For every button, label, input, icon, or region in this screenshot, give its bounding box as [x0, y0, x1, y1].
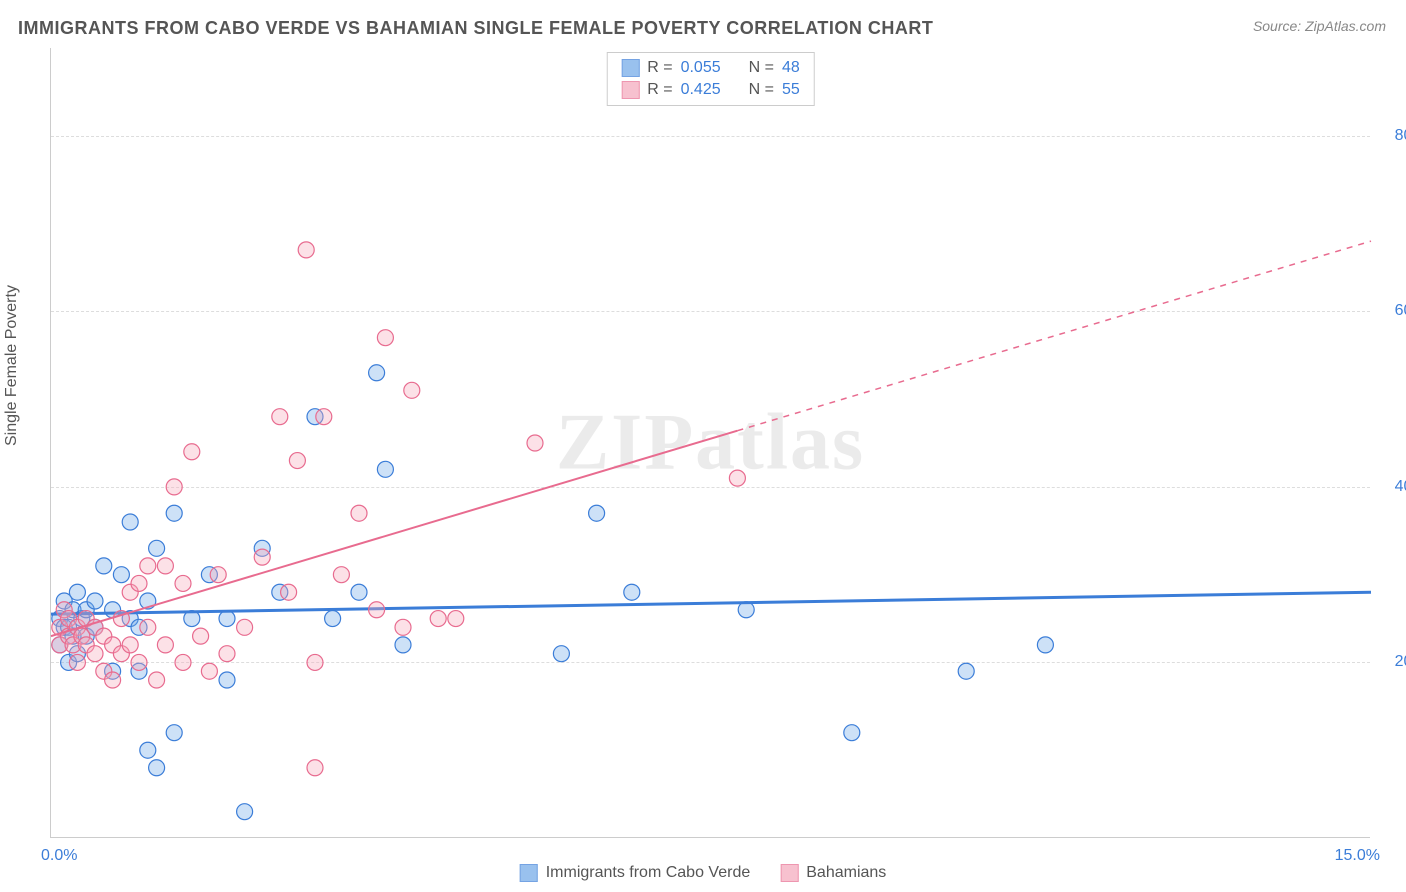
- r-label: R =: [647, 81, 672, 99]
- data-point: [157, 558, 173, 574]
- data-point: [140, 742, 156, 758]
- n-value-bahamians: 55: [782, 81, 800, 99]
- data-point: [87, 646, 103, 662]
- data-point: [175, 575, 191, 591]
- data-point: [289, 453, 305, 469]
- data-point: [307, 654, 323, 670]
- data-point: [254, 549, 270, 565]
- correlation-legend: R = 0.055 N = 48 R = 0.425 N = 55: [606, 52, 815, 106]
- data-point: [369, 365, 385, 381]
- data-point: [131, 654, 147, 670]
- y-tick-label: 40.0%: [1380, 478, 1406, 496]
- data-point: [369, 602, 385, 618]
- y-tick-label: 80.0%: [1380, 127, 1406, 145]
- x-tick-min: 0.0%: [41, 847, 77, 865]
- data-point: [395, 619, 411, 635]
- data-point: [157, 637, 173, 653]
- data-point: [69, 654, 85, 670]
- data-point: [131, 575, 147, 591]
- data-point: [729, 470, 745, 486]
- data-point: [430, 611, 446, 627]
- data-point: [395, 637, 411, 653]
- data-point: [122, 637, 138, 653]
- source-label: Source:: [1253, 18, 1305, 34]
- y-tick-label: 20.0%: [1380, 653, 1406, 671]
- y-axis-label: Single Female Poverty: [3, 285, 21, 446]
- legend-item-cabo-verde: Immigrants from Cabo Verde: [520, 864, 751, 882]
- data-point: [844, 725, 860, 741]
- legend-label-cabo-verde: Immigrants from Cabo Verde: [546, 864, 751, 882]
- data-point: [298, 242, 314, 258]
- data-point: [553, 646, 569, 662]
- scatter-svg: [51, 48, 1370, 837]
- plot-area: ZIPatlas R = 0.055 N = 48 R = 0.425 N = …: [50, 48, 1370, 838]
- data-point: [201, 663, 217, 679]
- data-point: [624, 584, 640, 600]
- data-point: [87, 593, 103, 609]
- swatch-bahamians: [621, 81, 639, 99]
- data-point: [140, 619, 156, 635]
- data-point: [527, 435, 543, 451]
- data-point: [272, 409, 288, 425]
- data-point: [1037, 637, 1053, 653]
- data-point: [377, 461, 393, 477]
- data-point: [175, 654, 191, 670]
- data-point: [69, 584, 85, 600]
- data-point: [377, 330, 393, 346]
- data-point: [958, 663, 974, 679]
- source-attribution: Source: ZipAtlas.com: [1253, 18, 1386, 34]
- data-point: [589, 505, 605, 521]
- legend-item-bahamians: Bahamians: [780, 864, 886, 882]
- trend-line-dashed: [737, 241, 1371, 431]
- data-point: [113, 567, 129, 583]
- y-tick-label: 60.0%: [1380, 302, 1406, 320]
- legend-row-bahamians: R = 0.425 N = 55: [621, 79, 800, 101]
- data-point: [166, 505, 182, 521]
- x-tick-max: 15.0%: [1335, 847, 1380, 865]
- data-point: [96, 558, 112, 574]
- data-point: [237, 804, 253, 820]
- data-point: [193, 628, 209, 644]
- data-point: [149, 760, 165, 776]
- data-point: [219, 646, 235, 662]
- data-point: [404, 382, 420, 398]
- data-point: [351, 505, 367, 521]
- swatch-bahamians-icon: [780, 864, 798, 882]
- swatch-cabo-verde-icon: [520, 864, 538, 882]
- data-point: [219, 672, 235, 688]
- data-point: [316, 409, 332, 425]
- data-point: [166, 725, 182, 741]
- legend-label-bahamians: Bahamians: [806, 864, 886, 882]
- data-point: [140, 558, 156, 574]
- r-value-bahamians: 0.425: [681, 81, 721, 99]
- n-label: N =: [749, 81, 774, 99]
- chart-title: IMMIGRANTS FROM CABO VERDE VS BAHAMIAN S…: [18, 18, 933, 39]
- data-point: [325, 611, 341, 627]
- data-point: [307, 760, 323, 776]
- r-value-cabo-verde: 0.055: [681, 59, 721, 77]
- data-point: [210, 567, 226, 583]
- data-point: [351, 584, 367, 600]
- data-point: [166, 479, 182, 495]
- chart-container: IMMIGRANTS FROM CABO VERDE VS BAHAMIAN S…: [0, 0, 1406, 892]
- data-point: [122, 514, 138, 530]
- legend-row-cabo-verde: R = 0.055 N = 48: [621, 57, 800, 79]
- n-value-cabo-verde: 48: [782, 59, 800, 77]
- data-point: [219, 611, 235, 627]
- series-legend: Immigrants from Cabo Verde Bahamians: [512, 862, 895, 884]
- data-point: [105, 672, 121, 688]
- r-label: R =: [647, 59, 672, 77]
- n-label: N =: [749, 59, 774, 77]
- trend-line-solid: [51, 592, 1371, 614]
- data-point: [149, 672, 165, 688]
- data-point: [149, 540, 165, 556]
- data-point: [333, 567, 349, 583]
- swatch-cabo-verde: [621, 59, 639, 77]
- data-point: [184, 444, 200, 460]
- source-name: ZipAtlas.com: [1305, 18, 1386, 34]
- data-point: [281, 584, 297, 600]
- data-point: [237, 619, 253, 635]
- data-point: [448, 611, 464, 627]
